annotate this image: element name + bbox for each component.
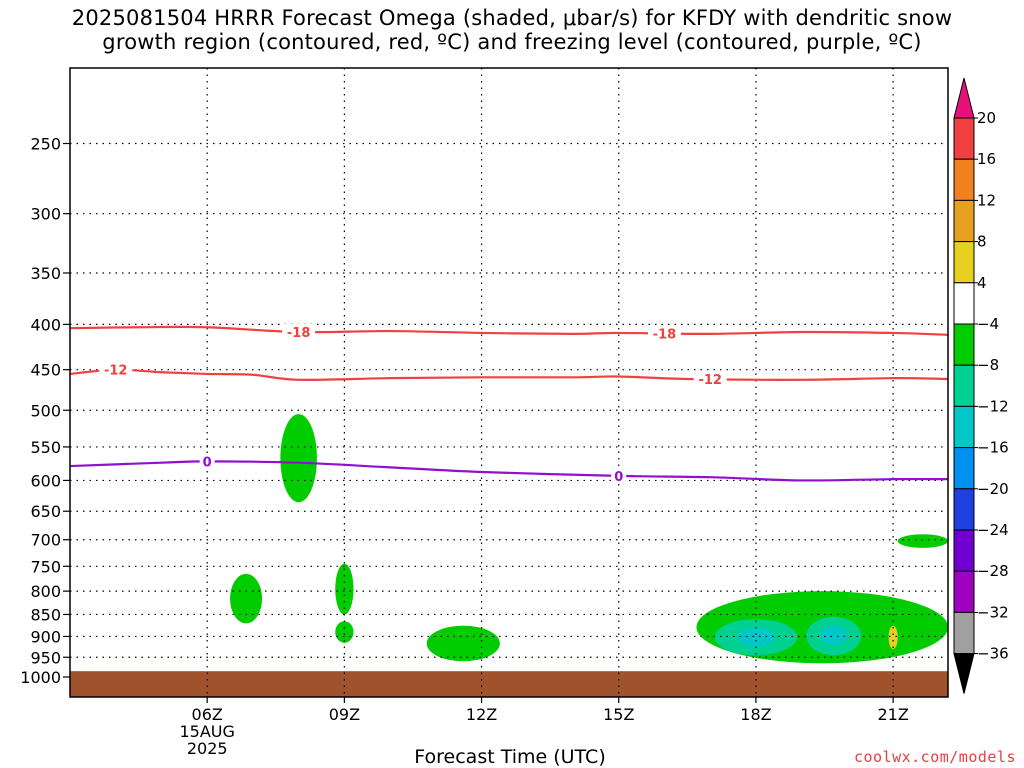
x-date-label-1: 2025 — [187, 739, 228, 758]
x-tick-label-21Z: 21Z — [877, 705, 908, 724]
omega-region-4 — [426, 625, 500, 662]
colorbar-segment-9 — [953, 488, 975, 531]
colorbar-label-5: −4 — [977, 315, 999, 333]
y-tick-label-600: 600 — [30, 471, 61, 490]
colorbar-label-0: 20 — [977, 109, 996, 127]
x-tick-label-12Z: 12Z — [466, 705, 497, 724]
omega-region-6 — [897, 534, 948, 548]
colorbar-label-7: −12 — [977, 397, 1009, 415]
y-tick-label-1000: 1000 — [20, 668, 61, 687]
colorbar-segment-10 — [953, 529, 975, 572]
colorbar-segment-11 — [953, 570, 975, 613]
colorbar-label-2: 12 — [977, 191, 996, 209]
credit-text: coolwx.com/models — [853, 748, 1016, 766]
colorbar-segment-12 — [953, 611, 975, 655]
y-tick-label-800: 800 — [30, 582, 61, 601]
omega-region-3 — [335, 621, 354, 643]
colorbar-segment-4 — [953, 282, 975, 325]
colorbar-label-13: −36 — [977, 645, 1009, 663]
colorbar-segment-0 — [953, 117, 975, 160]
colorbar-segment-6 — [953, 364, 975, 407]
colorbar-top-arrow — [953, 77, 975, 119]
y-tick-label-650: 650 — [30, 502, 61, 521]
plot-frame — [69, 67, 949, 698]
colorbar-segment-3 — [953, 241, 975, 284]
contour-label-bg-1-0 — [99, 361, 133, 378]
chart-title: 2025081504 HRRR Forecast Omega (shaded, … — [0, 6, 1024, 54]
colorbar-label-1: 16 — [977, 150, 996, 168]
contour-label-bg-0-1 — [647, 325, 681, 342]
y-tick-label-900: 900 — [30, 627, 61, 646]
colorbar-label-9: −20 — [977, 480, 1009, 498]
contour-label-bg-0-0 — [282, 323, 316, 340]
x-tick-label-06Z: 06Z — [192, 705, 223, 724]
y-tick-label-950: 950 — [30, 648, 61, 667]
x-tick-label-15Z: 15Z — [603, 705, 634, 724]
axes-layer: 250 300 350 400 450 500 550 600 650 700 750 800 850 9… — [20, 67, 949, 758]
contour-label-1-0: -12 — [104, 364, 128, 379]
colorbar-segment-5 — [953, 323, 975, 366]
contour-label-2-0: 0 — [203, 455, 212, 470]
y-tick-label-450: 450 — [30, 361, 61, 380]
omega-region-1 — [230, 573, 263, 624]
contour-layer: -18 -18 -12 -12 0 0 — [70, 323, 948, 485]
y-tick-label-500: 500 — [30, 401, 61, 420]
colorbar-label-8: −16 — [977, 439, 1009, 457]
colorbar-segment-8 — [953, 447, 975, 490]
y-tick-label-400: 400 — [30, 315, 61, 334]
contour-line-minus12 — [70, 368, 948, 382]
y-tick-label-350: 350 — [30, 264, 61, 283]
contour-label-bg-2-0 — [199, 453, 215, 470]
contour-line-minus18 — [70, 325, 948, 336]
contour-label-0-1: -18 — [653, 327, 677, 342]
y-tick-label-700: 700 — [30, 531, 61, 550]
colorbar-segment-7 — [953, 405, 975, 449]
colorbar-segment-2 — [953, 199, 975, 243]
contour-label-2-1: 0 — [614, 470, 623, 485]
omega-region-10 — [819, 625, 848, 645]
omega-region-9 — [737, 627, 775, 647]
contour-label-bg-2-1 — [611, 467, 627, 484]
colorbar-label-3: 8 — [977, 233, 987, 251]
contour-line-0 — [70, 460, 948, 482]
contour-label-bg-1-1 — [693, 371, 727, 388]
title-line-1: 2025081504 HRRR Forecast Omega (shaded, … — [71, 6, 953, 30]
y-tick-label-250: 250 — [30, 135, 61, 154]
y-tick-label-850: 850 — [30, 605, 61, 624]
colorbar-label-4: 4 — [977, 274, 987, 292]
title-line-2: growth region (contoured, red, ºC) and f… — [102, 30, 922, 54]
grid-layer — [70, 68, 948, 697]
contour-label-0-0: -18 — [287, 326, 311, 341]
x-tick-label-18Z: 18Z — [740, 705, 771, 724]
x-tick-label-09Z: 09Z — [329, 705, 360, 724]
y-tick-label-300: 300 — [30, 205, 61, 224]
colorbar-label-10: −24 — [977, 521, 1009, 539]
x-axis-label: Forecast Time (UTC) — [414, 746, 606, 768]
y-tick-label-750: 750 — [30, 557, 61, 576]
contour-label-1-1: -12 — [698, 373, 722, 388]
colorbar-label-6: −8 — [977, 356, 999, 374]
y-tick-label-550: 550 — [30, 438, 61, 457]
colorbar-label-11: −28 — [977, 562, 1009, 580]
colorbar-label-12: −32 — [977, 603, 1009, 621]
omega-region-0 — [280, 414, 317, 503]
colorbar-segment-1 — [953, 158, 975, 201]
ground-surface — [70, 671, 948, 697]
colorbar: 20 16 12 8 4 −4 −8 −12 −16 −20 −24 −28 −32 −36 — [953, 77, 1009, 694]
x-date-label-0: 15AUG — [179, 722, 234, 741]
colorbar-bottom-arrow — [953, 653, 975, 694]
omega-region-11 — [888, 625, 898, 650]
